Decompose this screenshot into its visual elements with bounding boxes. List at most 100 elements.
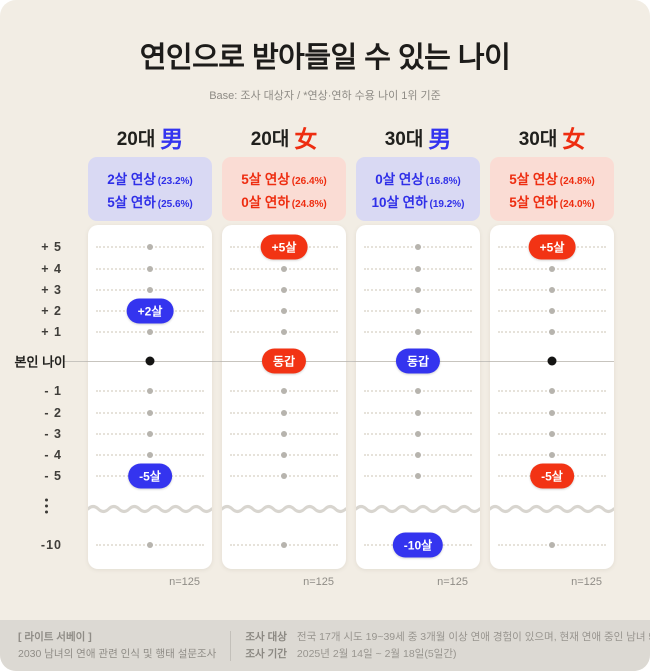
summary-box: 5살 연상 (26.4%) 0살 연하 (24.8%): [222, 157, 346, 221]
data-dot: [281, 452, 287, 458]
data-dot: [281, 388, 287, 394]
data-dot: [281, 473, 287, 479]
axis-break-wave-icon: [222, 503, 346, 515]
data-dot: [549, 452, 555, 458]
data-dot: [549, 431, 555, 437]
marker-pill-minus10: -10살: [392, 532, 444, 558]
column-30s-male: 30대 男 0살 연상 (16.8%) 10살 연하 (19.2%) 동갑: [356, 117, 480, 588]
data-dot: [281, 431, 287, 437]
footer-period-label: 조사 기간: [245, 647, 287, 660]
data-dot: [415, 266, 421, 272]
data-dot: [549, 388, 555, 394]
column-header: 30대 女: [490, 117, 614, 157]
data-dot: [281, 410, 287, 416]
data-dot: [415, 329, 421, 335]
summary-older-label: 5살 연상: [509, 171, 558, 187]
data-dot: [147, 287, 153, 293]
data-dot: [147, 452, 153, 458]
chart-area: + 5 + 4 + 3 + 2 + 1 본인 나이 - 1 - 2 - 3 - …: [0, 117, 650, 588]
summary-box: 5살 연상 (24.8%) 5살 연하 (24.0%): [490, 157, 614, 221]
sample-size: n=125: [571, 576, 602, 588]
data-dot: [415, 287, 421, 293]
page-title: 연인으로 받아들일 수 있는 나이: [139, 42, 511, 74]
own-age-dot: [547, 356, 557, 366]
gender-label: 男: [428, 126, 452, 152]
axis-tick-plus4: + 4: [41, 262, 62, 276]
footer-target-label: 조사 대상: [245, 631, 287, 644]
data-dot: [281, 542, 287, 548]
summary-older-pct: (26.4%): [291, 175, 327, 187]
summary-younger-pct: (24.8%): [291, 198, 327, 210]
data-dot: [281, 287, 287, 293]
gender-label: 女: [562, 126, 586, 152]
axis-break-wave-icon: [88, 503, 212, 515]
data-dot: [415, 388, 421, 394]
summary-older-label: 0살 연상: [375, 171, 424, 187]
summary-younger: 5살 연하 (24.0%): [509, 191, 595, 211]
column-30s-female: 30대 女 5살 연상 (24.8%) 5살 연하 (24.0%) +5살 -5살: [490, 117, 614, 588]
axis-tick-plus1: + 1: [41, 325, 62, 339]
axis-tick-minus3: - 3: [44, 427, 62, 441]
summary-older-label: 2살 연상: [107, 171, 156, 187]
summary-younger-pct: (19.2%): [429, 198, 465, 210]
data-dot: [147, 542, 153, 548]
data-dot: [281, 329, 287, 335]
data-dot: [415, 244, 421, 250]
data-dot: [147, 244, 153, 250]
summary-older: 5살 연상 (26.4%): [241, 168, 327, 188]
summary-younger-pct: (24.0%): [559, 198, 595, 210]
marker-pill-same-age: 동갑: [261, 348, 307, 374]
summary-older: 2살 연상 (23.2%): [107, 168, 193, 188]
data-dot: [415, 410, 421, 416]
chart-card: +5살 -5살: [490, 225, 614, 569]
summary-younger-label: 5살 연하: [509, 194, 558, 210]
sample-size: n=125: [437, 576, 468, 588]
data-dot: [415, 452, 421, 458]
data-dot: [549, 410, 555, 416]
chart-card: +2살 -5살: [88, 225, 212, 569]
data-dot: [549, 287, 555, 293]
column-header: 20대 男: [88, 117, 212, 157]
data-dot: [281, 266, 287, 272]
chart-card: +5살 동갑: [222, 225, 346, 569]
footer-survey-tag: [ 라이트 서베이 ]: [18, 631, 92, 644]
footer-survey-info: [ 라이트 서베이 ] 2030 남녀의 연애 관련 인식 및 행태 설문조사: [18, 629, 216, 662]
summary-younger: 10살 연하 (19.2%): [371, 191, 464, 211]
marker-pill-plus5: +5살: [528, 234, 576, 260]
summary-younger-pct: (25.6%): [157, 198, 193, 210]
summary-older-label: 5살 연상: [241, 171, 290, 187]
summary-younger-label: 5살 연하: [107, 194, 156, 210]
own-age-dot: [145, 356, 155, 366]
y-axis: + 5 + 4 + 3 + 2 + 1 본인 나이 - 1 - 2 - 3 - …: [0, 117, 78, 588]
column-20s-male: 20대 男 2살 연상 (23.2%) 5살 연하 (25.6%) +2살 -5살: [88, 117, 212, 588]
axis-ellipsis-icon: [45, 498, 48, 514]
summary-younger: 0살 연하 (24.8%): [241, 191, 327, 211]
data-dot: [415, 308, 421, 314]
sample-size: n=125: [169, 576, 200, 588]
axis-tick-own-age: 본인 나이: [14, 354, 66, 370]
chart-card: 동갑 -10살: [356, 225, 480, 569]
marker-pill-minus5: -5살: [530, 463, 574, 489]
axis-tick-plus3: + 3: [41, 283, 62, 297]
axis-labels: + 5 + 4 + 3 + 2 + 1 본인 나이 - 1 - 2 - 3 - …: [0, 225, 78, 569]
data-dot: [147, 431, 153, 437]
axis-tick-minus5: - 5: [44, 469, 62, 483]
axis-tick-minus2: - 2: [44, 406, 62, 420]
summary-younger: 5살 연하 (25.6%): [107, 191, 193, 211]
data-dot: [147, 388, 153, 394]
column-20s-female: 20대 女 5살 연상 (26.4%) 0살 연하 (24.8%) +5살 동갑: [222, 117, 346, 588]
axis-spacer: [0, 117, 78, 225]
footer-divider: [230, 630, 232, 661]
axis-break-wave-icon: [490, 503, 614, 515]
summary-box: 0살 연상 (16.8%) 10살 연하 (19.2%): [356, 157, 480, 221]
gender-label: 女: [294, 126, 318, 152]
footer-target-value: 전국 17개 시도 19~39세 중 3개월 이상 연애 경험이 있으며, 현재…: [296, 631, 650, 644]
summary-box: 2살 연상 (23.2%) 5살 연하 (25.6%): [88, 157, 212, 221]
footer-survey-name: 2030 남녀의 연애 관련 인식 및 행태 설문조사: [18, 647, 217, 660]
marker-pill-minus5: -5살: [128, 463, 172, 489]
gender-label: 男: [160, 126, 184, 152]
summary-older-pct: (16.8%): [425, 175, 461, 187]
data-dot: [415, 473, 421, 479]
data-dot: [147, 329, 153, 335]
